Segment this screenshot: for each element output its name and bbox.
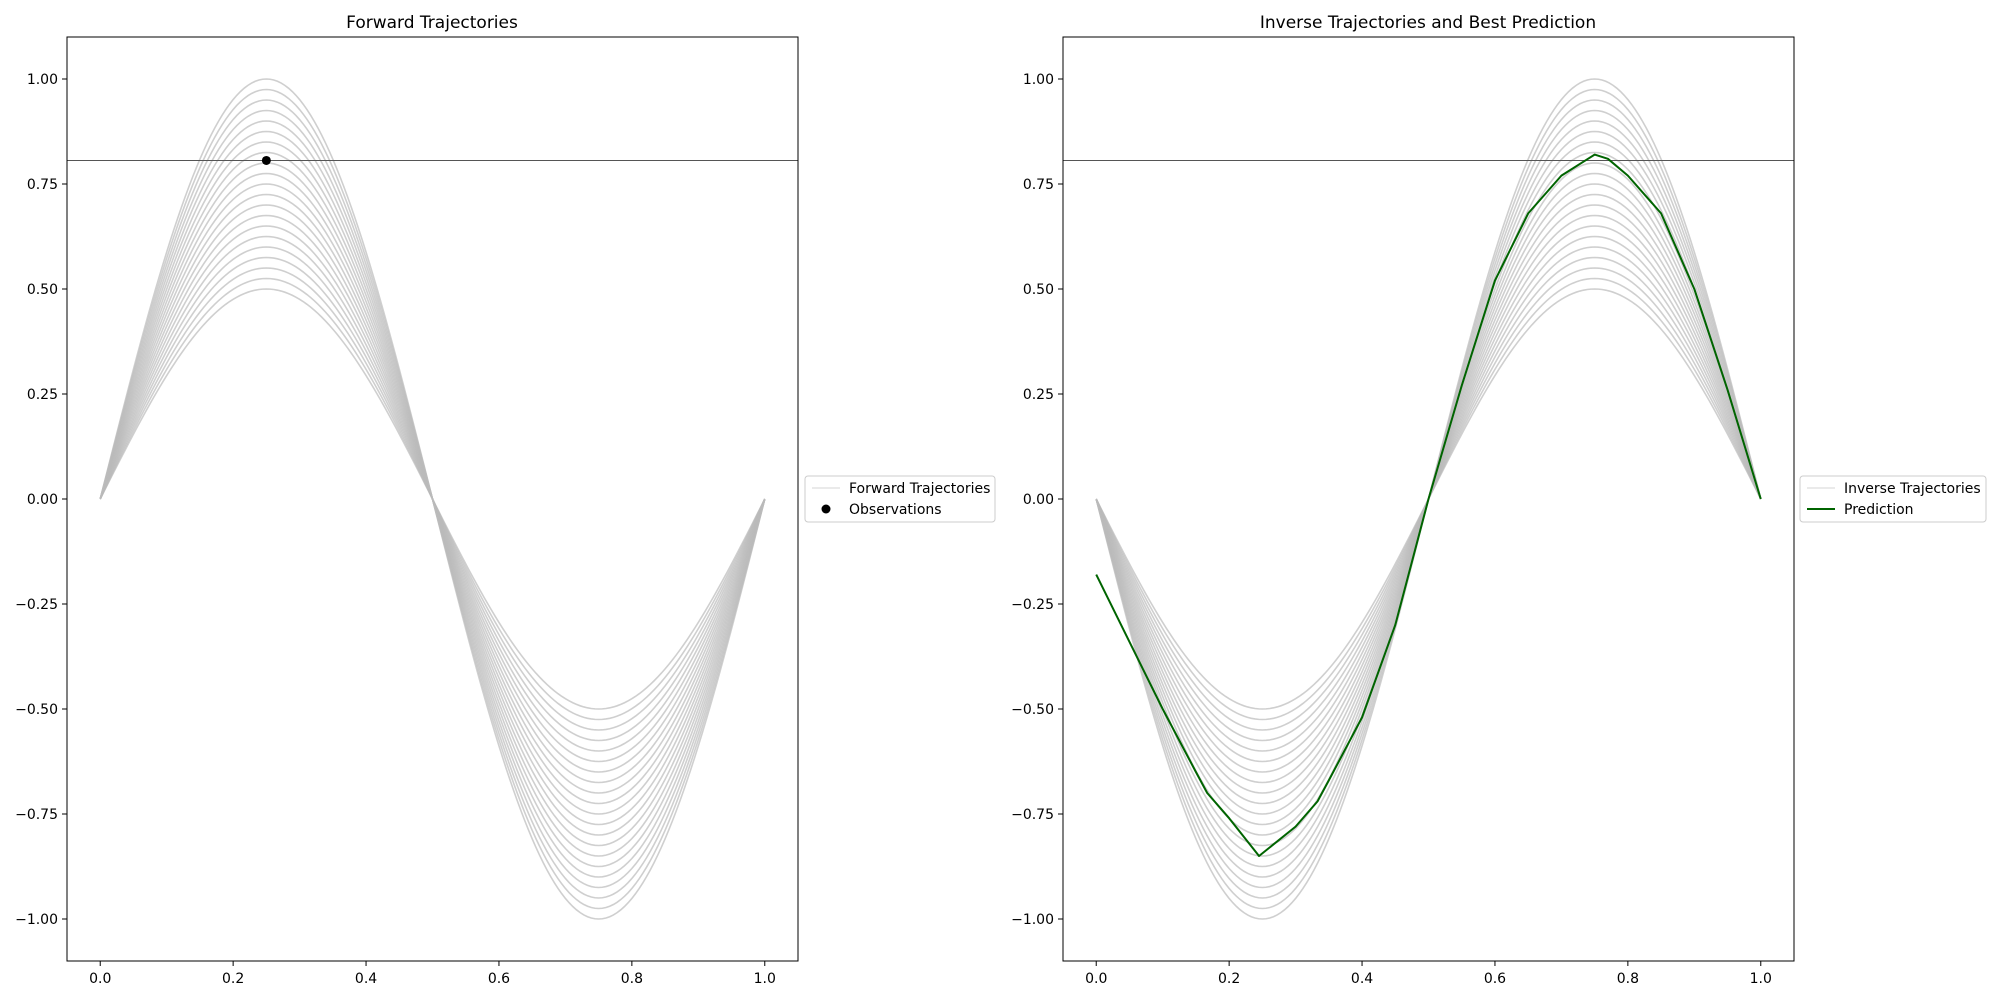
y-tick-label: −0.50 <box>15 702 58 718</box>
observation-point <box>261 155 271 165</box>
y-tick-label: 0.25 <box>27 387 58 403</box>
legend-label-prediction: Prediction <box>1844 502 1914 518</box>
y-tick-label: 0.00 <box>1023 492 1054 508</box>
y-tick-label: 0.25 <box>1023 387 1054 403</box>
legend-box <box>804 475 996 523</box>
observation-points <box>261 155 271 165</box>
legend-label-trajectories: Inverse Trajectories <box>1844 481 1981 497</box>
y-tick-label: −1.00 <box>1011 912 1054 928</box>
forward-trajectory-lines <box>99 78 766 920</box>
x-tick-label: 0.2 <box>1218 971 1240 987</box>
y-tick-label: 1.00 <box>1023 72 1054 88</box>
legend-box <box>1799 475 1987 523</box>
prediction-series-line <box>1095 153 1762 857</box>
x-tick-label: 1.0 <box>754 971 776 987</box>
legend-swatch-observations <box>821 504 831 514</box>
y-tick-label: −0.25 <box>15 597 58 613</box>
legend: Forward Trajectories Observations <box>804 475 996 523</box>
x-tick-label: 0.8 <box>1617 971 1639 987</box>
trajectory-line <box>99 78 766 920</box>
x-tick-label: 0.0 <box>1085 971 1107 987</box>
y-tick-label: 0.75 <box>1023 177 1054 193</box>
x-axis-ticks: 0.0 0.2 0.4 0.6 0.8 1.0 <box>1085 961 1772 987</box>
x-tick-label: 0.6 <box>1484 971 1506 987</box>
x-tick-label: 1.0 <box>1750 971 1772 987</box>
x-tick-label: 0.0 <box>89 971 111 987</box>
y-axis-ticks: −1.00 −0.75 −0.50 −0.25 0.00 0.25 0.50 0.75 1.00 <box>1011 72 1063 928</box>
y-tick-label: 0.75 <box>27 177 58 193</box>
y-tick-label: −0.50 <box>1011 702 1054 718</box>
x-tick-label: 0.2 <box>222 971 244 987</box>
chart-title: Inverse Trajectories and Best Prediction <box>1260 13 1596 33</box>
x-tick-label: 0.6 <box>488 971 510 987</box>
y-tick-label: 1.00 <box>27 72 58 88</box>
y-axis-ticks: −1.00 −0.75 −0.50 −0.25 0.00 0.25 0.50 0.75 1.00 <box>15 72 67 928</box>
legend-label-trajectories: Forward Trajectories <box>849 481 990 497</box>
y-tick-label: −0.75 <box>15 807 58 823</box>
chart-title: Forward Trajectories <box>346 13 518 33</box>
forward-trajectories-panel: Forward Trajectories 0.0 0.2 0.4 0.6 0.8 1.0 … <box>15 13 996 987</box>
x-axis-ticks: 0.0 0.2 0.4 0.6 0.8 1.0 <box>89 961 776 987</box>
y-tick-label: −0.25 <box>1011 597 1054 613</box>
legend-label-observations: Observations <box>849 502 942 518</box>
y-tick-label: 0.00 <box>27 492 58 508</box>
legend: Inverse Trajectories Prediction <box>1799 475 1987 523</box>
x-tick-label: 0.4 <box>1351 971 1373 987</box>
x-tick-label: 0.8 <box>621 971 643 987</box>
y-tick-label: −0.75 <box>1011 807 1054 823</box>
y-tick-label: −1.00 <box>15 912 58 928</box>
prediction-line <box>1095 153 1762 857</box>
y-tick-label: 0.50 <box>27 282 58 298</box>
y-tick-label: 0.50 <box>1023 282 1054 298</box>
inverse-trajectories-panel: Inverse Trajectories and Best Prediction… <box>1011 13 1987 987</box>
x-tick-label: 0.4 <box>355 971 377 987</box>
